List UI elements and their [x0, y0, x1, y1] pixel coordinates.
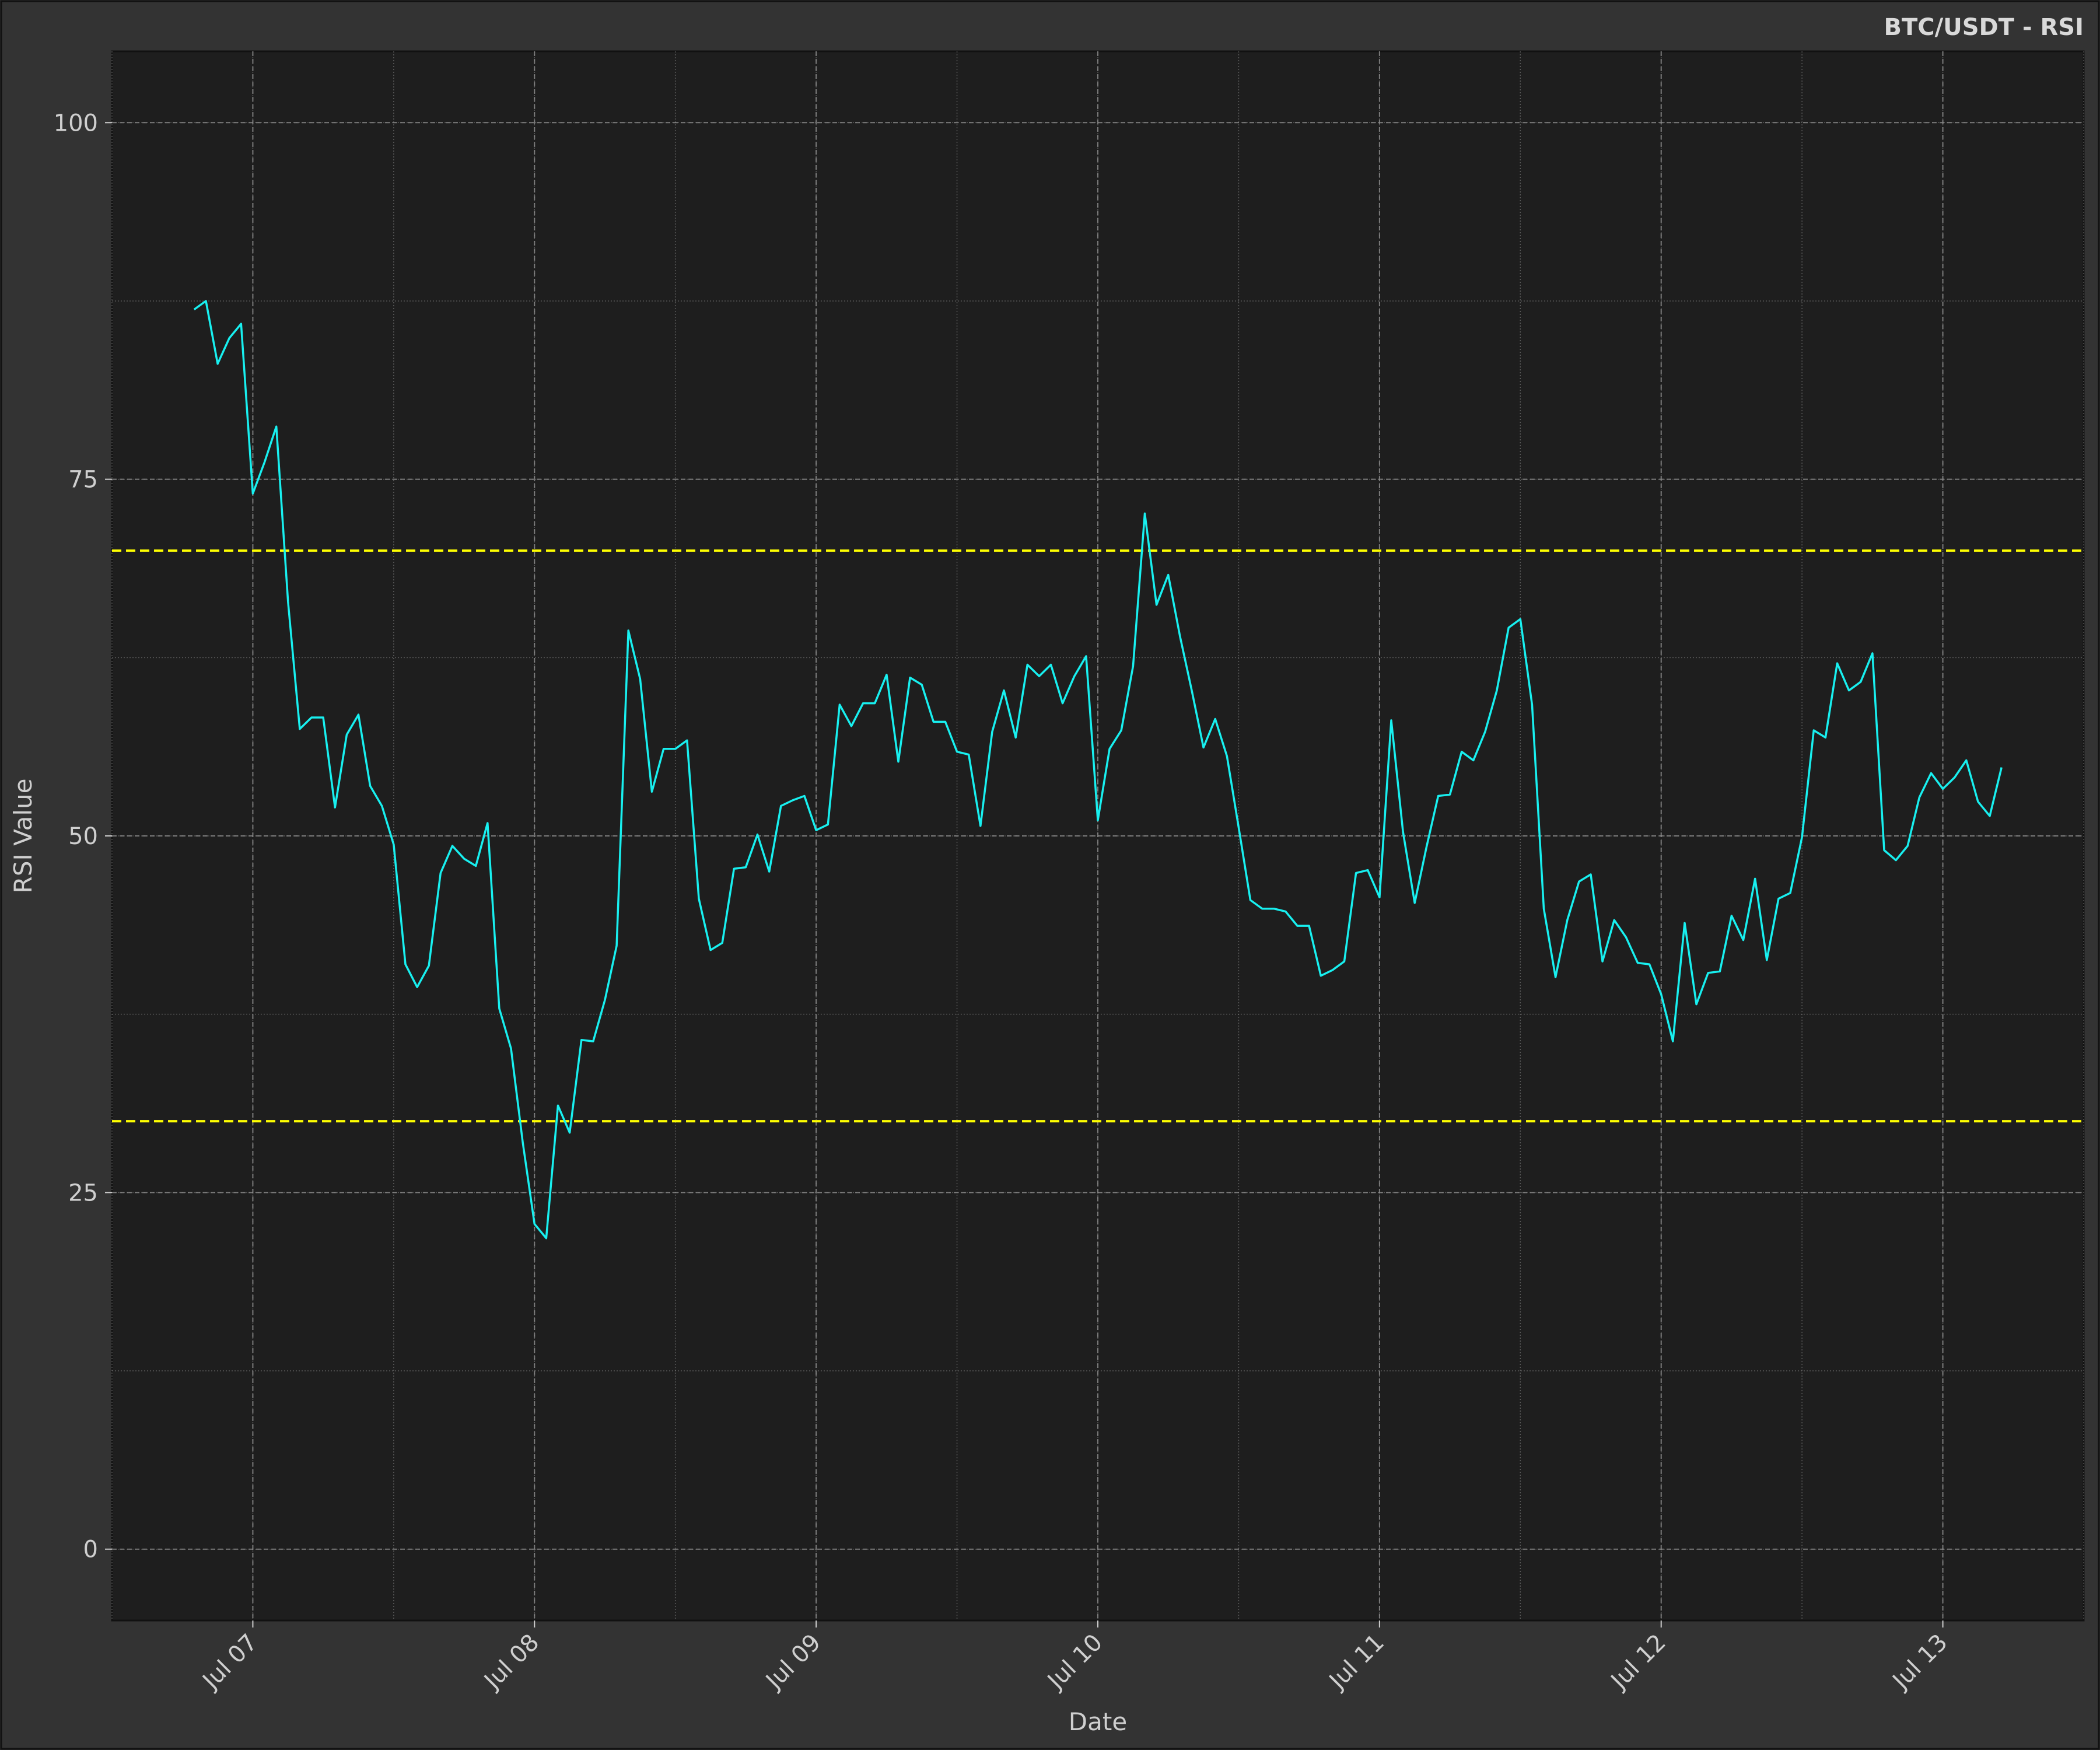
reference-lines: [112, 549, 2084, 1123]
x-axis-label: Date: [1069, 1707, 1127, 1736]
y-tick-label: 50: [68, 823, 98, 850]
rsi-line-series-0: [193, 300, 2003, 1240]
y-axis: 0 25 50 75 100: [54, 110, 112, 1563]
y-tick-label: 75: [68, 467, 98, 494]
chart-title: BTC/USDT - RSI: [1884, 14, 2084, 41]
series-layer: [193, 300, 2003, 1240]
y-tick-label: 25: [68, 1180, 98, 1206]
major-grid: [112, 51, 2084, 1620]
y-tick-label: 100: [54, 110, 98, 136]
y-axis-label: RSI Value: [9, 779, 37, 894]
y-tick-label: 0: [83, 1536, 98, 1563]
